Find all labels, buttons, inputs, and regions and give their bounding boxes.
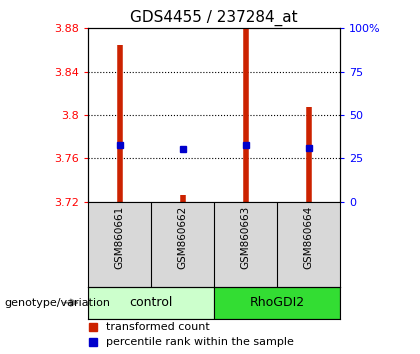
Text: transformed count: transformed count xyxy=(106,321,210,332)
Bar xyxy=(88,287,214,319)
Text: GSM860661: GSM860661 xyxy=(115,206,125,269)
Text: RhoGDI2: RhoGDI2 xyxy=(249,296,305,309)
Title: GDS4455 / 237284_at: GDS4455 / 237284_at xyxy=(130,9,298,25)
Text: GSM860662: GSM860662 xyxy=(178,206,188,269)
Text: percentile rank within the sample: percentile rank within the sample xyxy=(106,337,294,348)
Text: control: control xyxy=(129,296,173,309)
Text: GSM860664: GSM860664 xyxy=(304,206,314,269)
Bar xyxy=(214,287,340,319)
Text: GSM860663: GSM860663 xyxy=(241,206,251,269)
Text: genotype/variation: genotype/variation xyxy=(4,298,110,308)
